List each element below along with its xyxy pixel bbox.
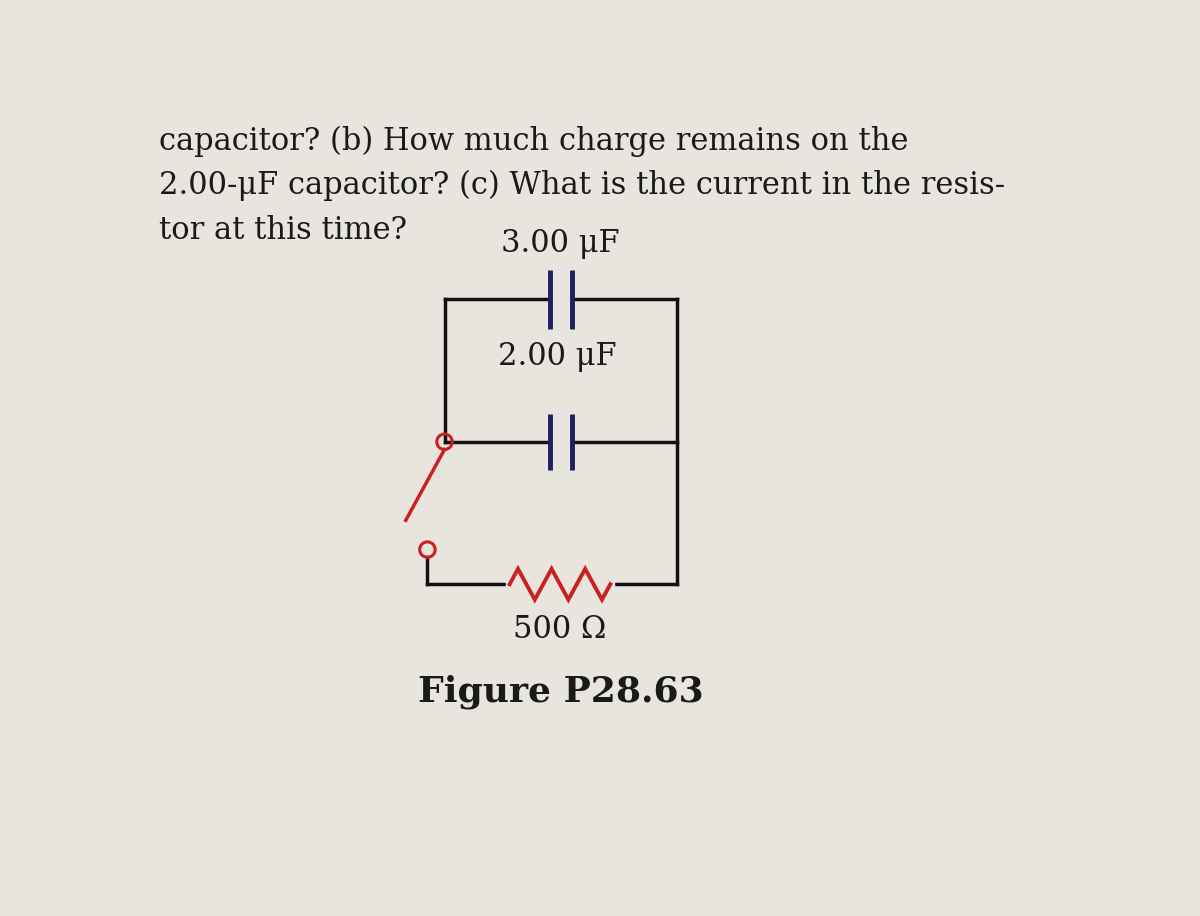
Text: 500 Ω: 500 Ω — [514, 614, 607, 645]
Text: capacitor? (b) How much charge remains on the: capacitor? (b) How much charge remains o… — [160, 126, 908, 158]
Text: Figure P28.63: Figure P28.63 — [418, 675, 703, 709]
Text: 2.00 μF: 2.00 μF — [498, 341, 616, 372]
Text: tor at this time?: tor at this time? — [160, 214, 407, 245]
Text: 2.00-μF capacitor? (c) What is the current in the resis-: 2.00-μF capacitor? (c) What is the curre… — [160, 170, 1006, 202]
Text: 3.00 μF: 3.00 μF — [502, 227, 620, 258]
